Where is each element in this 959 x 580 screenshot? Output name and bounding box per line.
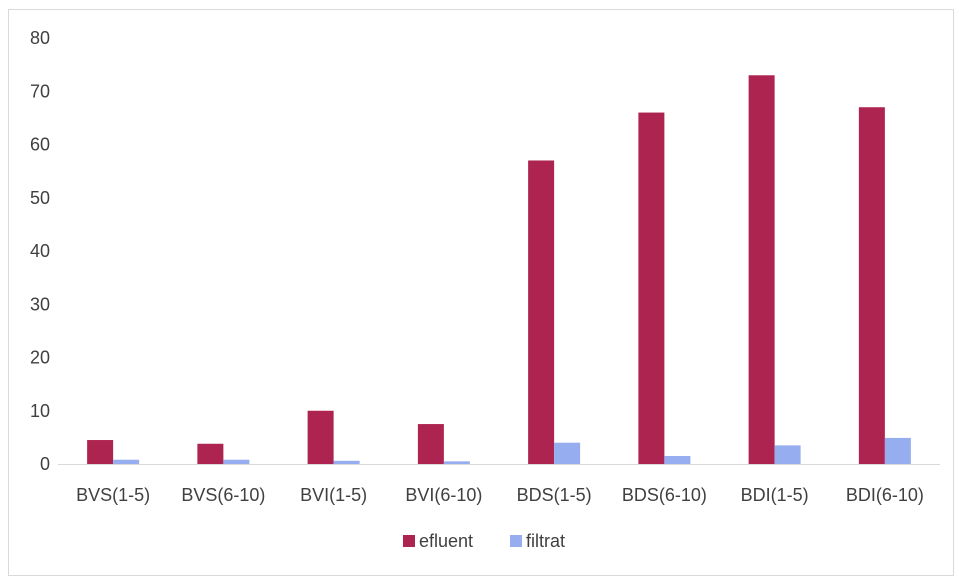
y-tick-label: 0 — [40, 454, 50, 474]
y-tick-label: 50 — [30, 188, 50, 208]
bar-efluent-3 — [417, 424, 444, 464]
y-tick-label: 70 — [30, 81, 50, 101]
x-tick-label: BVS(6-10) — [181, 485, 265, 505]
y-axis-ticks: 0 10 20 30 40 50 60 70 80 — [30, 28, 50, 474]
legend: efluent filtrat — [403, 531, 565, 551]
legend-label-filtrat: filtrat — [526, 531, 565, 551]
x-axis-ticks: BVS(1-5) BVS(6-10) BVI(1-5) BVI(6-10) BDS(1-… — [76, 485, 924, 505]
bar-efluent-6 — [748, 75, 775, 465]
bar-efluent-2 — [307, 410, 334, 464]
bars — [87, 75, 911, 465]
x-tick-label: BVI(1-5) — [300, 485, 367, 505]
bar-filtrat-7 — [884, 437, 911, 464]
x-tick-label: BDI(6-10) — [846, 485, 924, 505]
bar-filtrat-2 — [333, 460, 360, 464]
y-tick-label: 60 — [30, 135, 50, 155]
bar-efluent-4 — [528, 160, 555, 464]
y-tick-label: 40 — [30, 241, 50, 261]
y-tick-label: 80 — [30, 28, 50, 48]
bar-efluent-7 — [858, 107, 885, 464]
x-tick-label: BDI(1-5) — [741, 485, 809, 505]
bar-efluent-1 — [197, 443, 224, 464]
bar-filtrat-4 — [554, 442, 581, 464]
y-tick-label: 10 — [30, 401, 50, 421]
legend-label-efluent: efluent — [419, 531, 473, 551]
y-tick-label: 30 — [30, 294, 50, 314]
bar-filtrat-5 — [664, 456, 691, 464]
bar-filtrat-1 — [223, 459, 250, 464]
x-tick-label: BDS(6-10) — [622, 485, 707, 505]
bar-filtrat-6 — [774, 445, 801, 464]
bar-efluent-0 — [87, 440, 114, 464]
x-tick-label: BVS(1-5) — [76, 485, 150, 505]
bar-filtrat-3 — [443, 461, 470, 464]
bar-filtrat-0 — [113, 459, 140, 464]
x-tick-label: BDS(1-5) — [517, 485, 592, 505]
legend-swatch-filtrat — [510, 535, 522, 547]
y-tick-label: 20 — [30, 348, 50, 368]
x-tick-label: BVI(6-10) — [405, 485, 482, 505]
legend-swatch-efluent — [403, 535, 415, 547]
chart-frame — [8, 9, 954, 576]
bar-efluent-5 — [638, 112, 665, 465]
